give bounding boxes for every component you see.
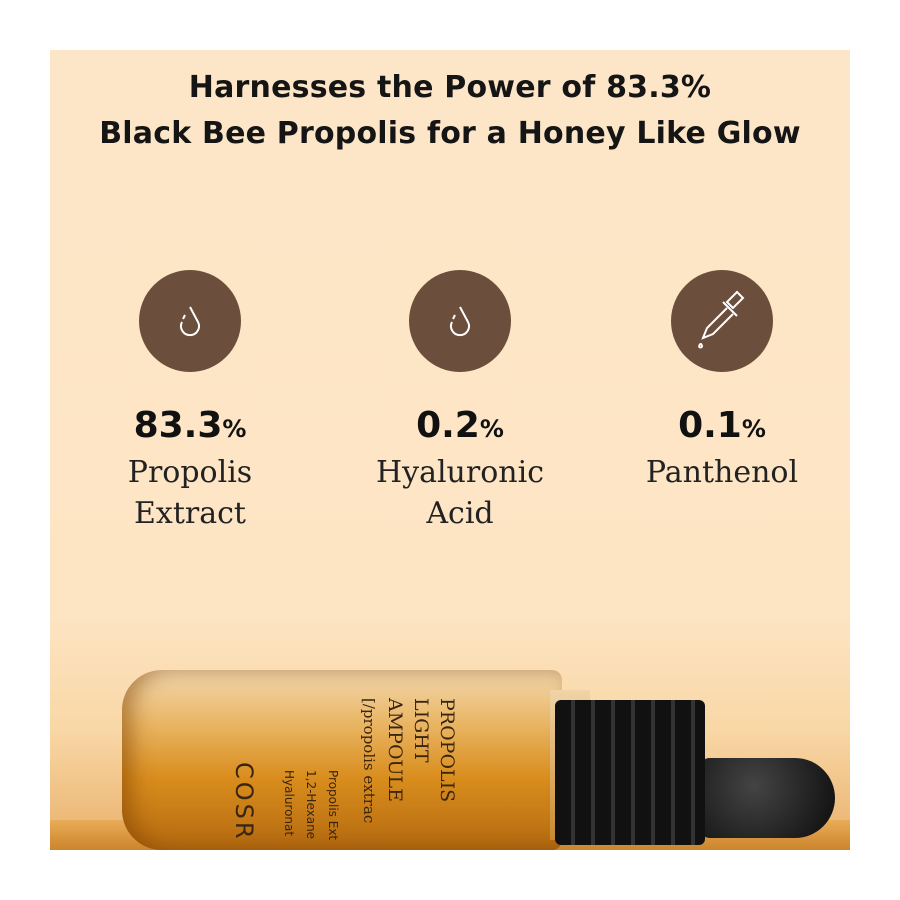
bottle-cap — [555, 700, 705, 845]
ingredient-unit: % — [479, 415, 504, 443]
bottle-brand: COSR — [230, 762, 258, 842]
ingredient-value: 83.3 — [133, 405, 223, 446]
ingredient-label: Hyaluronic — [375, 455, 545, 490]
ampoule-bottle: COSR Hyaluronat 1,2-Hexane Propolis Ext … — [122, 670, 562, 850]
ingredient-label: Extract — [134, 496, 246, 531]
bottle-name: AMPOULE — [384, 698, 406, 803]
dropper-icon — [671, 270, 773, 372]
product-panel: Harnesses the Power of 83.3% Black Bee P… — [50, 50, 850, 850]
dropper-bulb — [700, 758, 835, 838]
bottle-ingredient: Hyaluronat — [282, 770, 296, 837]
bottle-subtitle: [/propolis extrac — [360, 698, 378, 824]
bottle-ingredient: 1,2-Hexane — [304, 770, 318, 840]
water-drop-icon — [409, 270, 511, 372]
ingredient-label: Acid — [426, 496, 494, 531]
headline-line-1: Harnesses the Power of 83.3% — [188, 70, 712, 105]
bottle-ingredient: Propolis Ext — [326, 770, 340, 841]
water-drop-icon — [139, 270, 241, 372]
ingredient-unit: % — [222, 415, 247, 443]
ingredient-panthenol: 0.1% Panthenol — [592, 405, 850, 493]
ingredient-label: Panthenol — [645, 455, 799, 490]
bottle-name: PROPOLIS — [436, 698, 458, 803]
headline-line-2: Black Bee Propolis for a Honey Like Glow — [99, 116, 801, 151]
bottle-name: LIGHT — [410, 698, 432, 763]
ingredient-hyaluronic: 0.2% Hyaluronic Acid — [330, 405, 590, 534]
ingredient-unit: % — [741, 415, 766, 443]
ingredient-propolis: 83.3% Propolis Extract — [60, 405, 320, 534]
ingredient-label: Propolis — [127, 455, 253, 490]
ingredient-value: 0.1 — [678, 405, 742, 446]
ingredient-value: 0.2 — [416, 405, 480, 446]
